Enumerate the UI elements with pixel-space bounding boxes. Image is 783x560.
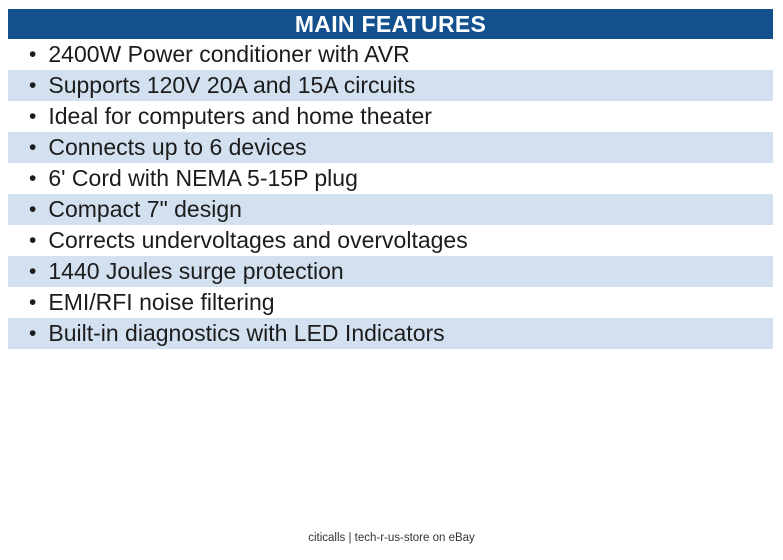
feature-row: • 2400W Power conditioner with AVR (8, 39, 773, 70)
feature-row: • Compact 7" design (8, 194, 773, 225)
feature-row: • Connects up to 6 devices (8, 132, 773, 163)
feature-text: 6' Cord with NEMA 5-15P plug (48, 165, 358, 191)
bullet-icon: • (29, 260, 37, 283)
feature-text: Built-in diagnostics with LED Indicators (48, 320, 445, 346)
bullet-icon: • (29, 229, 37, 252)
feature-row: • 6' Cord with NEMA 5-15P plug (8, 163, 773, 194)
feature-text: Corrects undervoltages and overvoltages (48, 227, 468, 253)
feature-text: 2400W Power conditioner with AVR (48, 41, 410, 67)
feature-row: • Ideal for computers and home theater (8, 101, 773, 132)
feature-text: EMI/RFI noise filtering (48, 289, 275, 315)
bullet-icon: • (29, 105, 37, 128)
bullet-icon: • (29, 167, 37, 190)
feature-row: • Corrects undervoltages and overvoltage… (8, 225, 773, 256)
bullet-icon: • (29, 136, 37, 159)
main-features-header: MAIN FEATURES (8, 9, 773, 39)
bullet-icon: • (29, 43, 37, 66)
feature-text: Ideal for computers and home theater (48, 103, 432, 129)
footer-caption: citicalls | tech-r-us-store on eBay (308, 532, 475, 544)
bullet-icon: • (29, 322, 37, 345)
bullet-icon: • (29, 291, 37, 314)
feature-text: Supports 120V 20A and 15A circuits (48, 72, 416, 98)
feature-row: • Built-in diagnostics with LED Indicato… (8, 318, 773, 349)
feature-text: 1440 Joules surge protection (48, 258, 344, 284)
features-list: • 2400W Power conditioner with AVR • Sup… (8, 39, 773, 349)
feature-text: Connects up to 6 devices (48, 134, 307, 160)
feature-text: Compact 7" design (48, 196, 242, 222)
bullet-icon: • (29, 198, 37, 221)
page-title: MAIN FEATURES (294, 10, 487, 37)
feature-row: • 1440 Joules surge protection (8, 256, 773, 287)
feature-row: • EMI/RFI noise filtering (8, 287, 773, 318)
bullet-icon: • (29, 74, 37, 97)
feature-row: • Supports 120V 20A and 15A circuits (8, 70, 773, 101)
